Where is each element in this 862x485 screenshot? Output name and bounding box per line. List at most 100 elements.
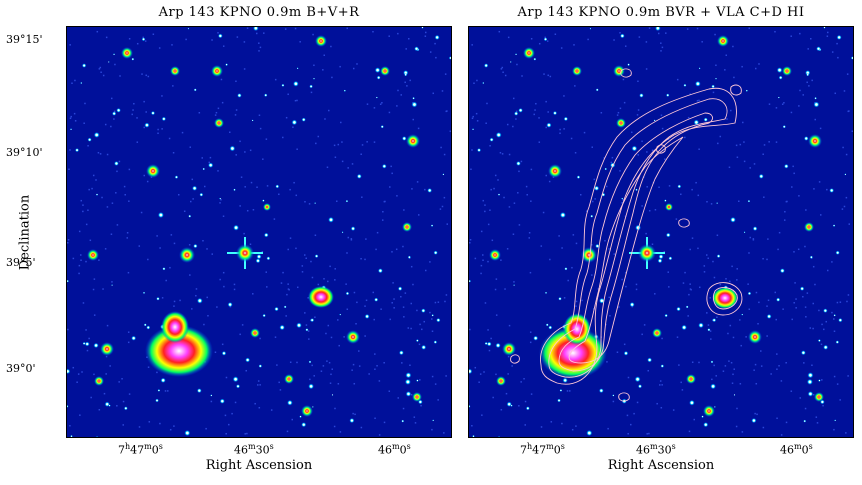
- sky-noise: [818, 309, 820, 312]
- sky-noise: [78, 264, 81, 267]
- bright-star: [146, 164, 160, 178]
- sky-noise: [735, 144, 738, 147]
- sky-noise: [225, 376, 228, 379]
- sky-noise: [124, 193, 126, 196]
- sky-noise: [203, 323, 205, 326]
- sky-noise: [684, 136, 686, 139]
- sky-noise: [487, 260, 489, 263]
- sky-noise: [331, 76, 333, 79]
- sky-noise: [703, 271, 706, 273]
- sky-noise: [104, 123, 107, 126]
- sky-noise: [659, 384, 661, 386]
- star: [405, 372, 412, 379]
- sky-noise: [820, 343, 823, 346]
- sky-noise: [638, 36, 641, 38]
- sky-noise: [814, 118, 816, 121]
- sky-noise: [391, 172, 393, 175]
- star: [495, 342, 501, 349]
- sky-noise: [731, 265, 733, 268]
- sky-noise: [274, 336, 277, 338]
- sky-noise: [346, 252, 348, 254]
- sky-noise: [250, 181, 253, 184]
- sky-noise: [245, 369, 247, 372]
- sky-noise: [587, 38, 589, 41]
- sky-noise: [148, 421, 151, 423]
- star: [430, 224, 434, 227]
- bright-star: [412, 392, 422, 402]
- star: [67, 279, 69, 283]
- sky-noise: [330, 373, 332, 376]
- sky-noise: [543, 73, 545, 75]
- sky-noise: [327, 280, 329, 283]
- sky-noise: [132, 109, 134, 111]
- bright-star: [703, 405, 715, 417]
- bright-star: [121, 47, 133, 59]
- sky-noise: [793, 302, 795, 304]
- sky-noise: [495, 373, 497, 376]
- sky-noise: [798, 105, 800, 107]
- x-tick-label: 7h47m0s: [118, 442, 163, 457]
- bright-star: [808, 134, 822, 148]
- sky-noise: [546, 40, 549, 42]
- star: [256, 254, 262, 260]
- star: [397, 286, 403, 291]
- sky-noise: [533, 113, 535, 116]
- sky-noise: [836, 301, 839, 304]
- sky-noise: [419, 379, 421, 381]
- sky-noise: [173, 305, 175, 307]
- sky-noise: [128, 168, 131, 171]
- sky-noise: [616, 114, 619, 116]
- sky-noise: [122, 400, 125, 403]
- sky-noise: [313, 375, 315, 377]
- star: [375, 96, 378, 99]
- star: [525, 406, 530, 411]
- y-tick-label: 39°15': [6, 33, 43, 46]
- x-tick-label: 46m0s: [378, 442, 411, 457]
- sky-noise: [762, 257, 764, 260]
- sky-noise: [743, 160, 746, 163]
- sky-noise: [330, 45, 332, 48]
- sky-noise: [794, 282, 796, 284]
- bright-star: [548, 164, 562, 178]
- sky-noise: [486, 102, 488, 105]
- star: [374, 67, 381, 73]
- sky-noise: [405, 48, 407, 50]
- sky-noise: [80, 254, 82, 256]
- star: [829, 188, 835, 193]
- sky-noise: [784, 210, 786, 213]
- sky-noise: [622, 78, 625, 81]
- sky-noise: [836, 383, 839, 385]
- star: [782, 125, 786, 129]
- sky-noise: [714, 33, 716, 36]
- sky-noise: [790, 390, 793, 392]
- sky-noise: [725, 278, 727, 280]
- star: [469, 368, 473, 375]
- sky-noise: [657, 32, 660, 35]
- sky-noise: [513, 281, 515, 283]
- star: [477, 148, 482, 153]
- sky-noise: [480, 230, 483, 233]
- sky-noise: [480, 272, 482, 275]
- sky-noise: [381, 219, 384, 221]
- sky-noise: [152, 33, 155, 35]
- sky-noise: [92, 288, 95, 291]
- star: [309, 84, 313, 89]
- sky-noise: [404, 292, 407, 294]
- sky-noise: [766, 335, 768, 337]
- star: [434, 34, 440, 40]
- sky-noise: [742, 121, 744, 124]
- star: [401, 136, 407, 141]
- sky-noise: [424, 188, 426, 191]
- sky-noise: [287, 248, 289, 251]
- star: [655, 27, 661, 32]
- star: [730, 216, 736, 223]
- sky-noise: [808, 85, 810, 87]
- sky-noise: [731, 382, 734, 384]
- sky-noise: [310, 260, 312, 263]
- sky-noise: [207, 315, 209, 317]
- sky-noise: [431, 428, 433, 431]
- sky-noise: [110, 97, 113, 100]
- star: [193, 243, 198, 249]
- star: [421, 344, 427, 350]
- sky-noise: [373, 107, 376, 109]
